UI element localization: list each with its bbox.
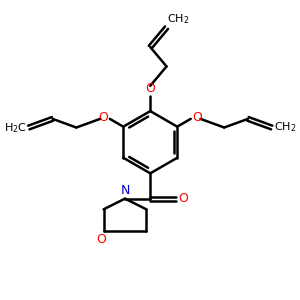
Text: O: O (97, 233, 106, 246)
Text: H$_2$C: H$_2$C (4, 122, 27, 135)
Text: O: O (178, 192, 188, 205)
Text: CH$_2$: CH$_2$ (167, 12, 190, 26)
Text: O: O (193, 111, 202, 124)
Text: CH$_2$: CH$_2$ (274, 121, 296, 134)
Text: O: O (145, 82, 155, 94)
Text: N: N (120, 184, 130, 197)
Text: O: O (98, 111, 108, 124)
